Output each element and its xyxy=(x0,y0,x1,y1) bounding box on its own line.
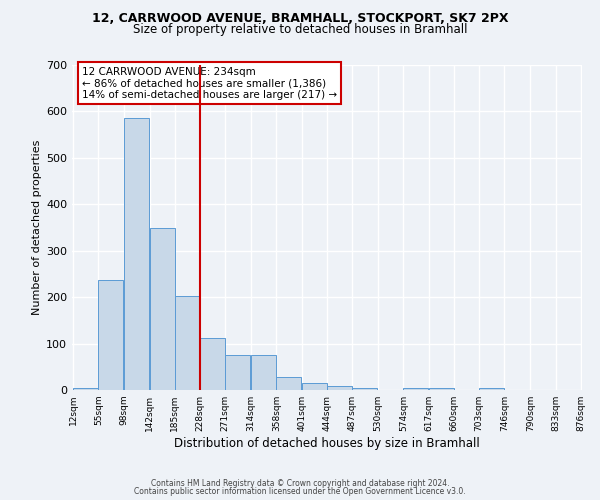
Bar xyxy=(73,388,98,390)
Bar xyxy=(98,280,124,390)
Bar xyxy=(352,388,377,390)
Bar xyxy=(403,388,428,390)
Bar xyxy=(327,386,352,390)
Bar xyxy=(124,118,149,390)
Bar xyxy=(277,377,301,390)
Bar xyxy=(428,388,454,390)
Bar xyxy=(200,338,225,390)
Bar xyxy=(302,383,327,390)
Text: Contains public sector information licensed under the Open Government Licence v3: Contains public sector information licen… xyxy=(134,487,466,496)
Bar xyxy=(226,355,250,390)
Bar xyxy=(149,228,175,390)
Bar xyxy=(251,355,275,390)
Y-axis label: Number of detached properties: Number of detached properties xyxy=(32,140,42,315)
Bar xyxy=(175,296,200,390)
Text: 12, CARRWOOD AVENUE, BRAMHALL, STOCKPORT, SK7 2PX: 12, CARRWOOD AVENUE, BRAMHALL, STOCKPORT… xyxy=(92,12,508,26)
Text: 12 CARRWOOD AVENUE: 234sqm
← 86% of detached houses are smaller (1,386)
14% of s: 12 CARRWOOD AVENUE: 234sqm ← 86% of deta… xyxy=(82,66,337,100)
Bar xyxy=(479,388,504,390)
Text: Size of property relative to detached houses in Bramhall: Size of property relative to detached ho… xyxy=(133,22,467,36)
X-axis label: Distribution of detached houses by size in Bramhall: Distribution of detached houses by size … xyxy=(174,437,480,450)
Text: Contains HM Land Registry data © Crown copyright and database right 2024.: Contains HM Land Registry data © Crown c… xyxy=(151,478,449,488)
